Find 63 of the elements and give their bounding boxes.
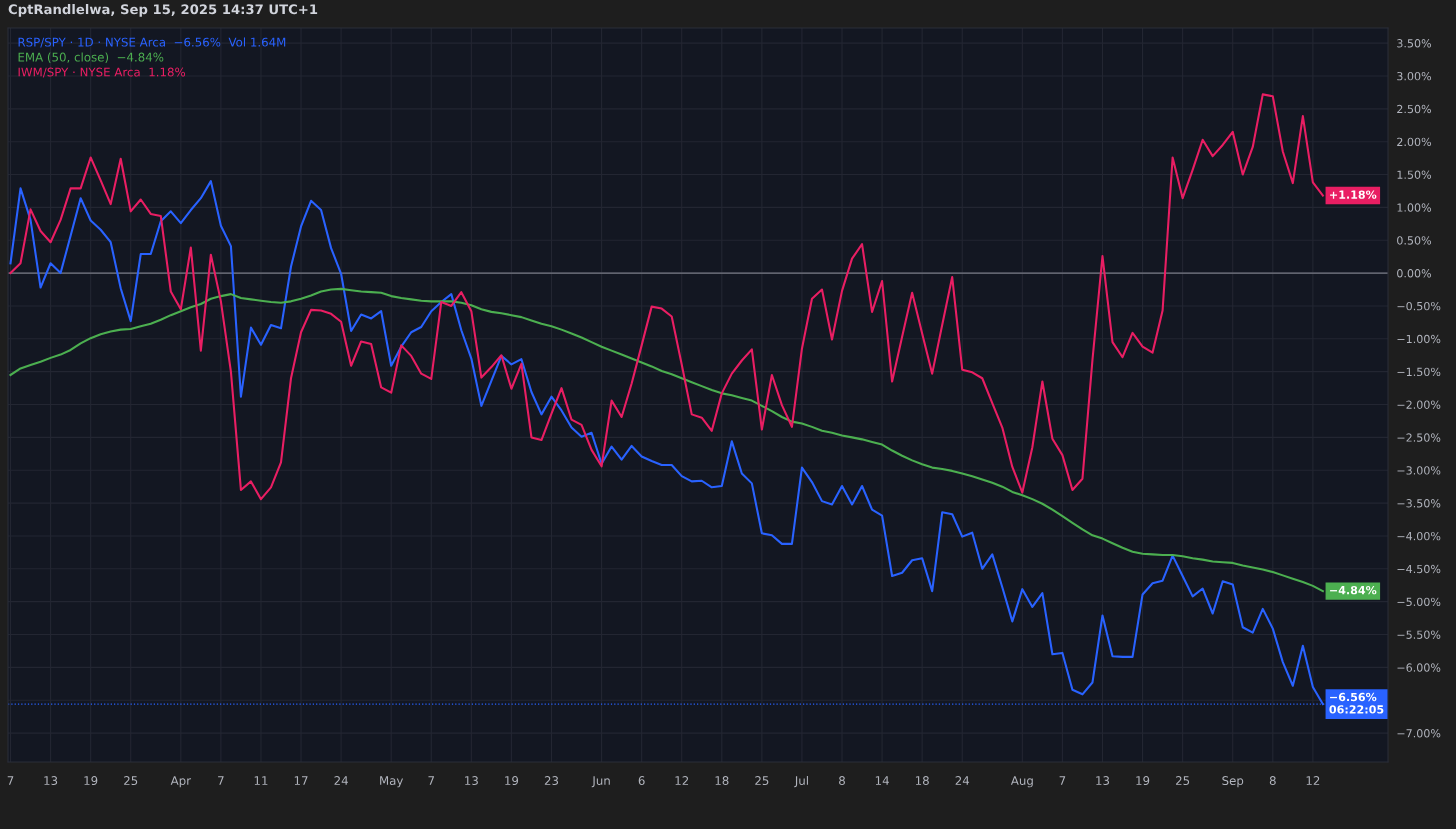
x-tick-label: 7 bbox=[218, 776, 224, 785]
y-tick-label: 3.00% bbox=[1397, 71, 1432, 81]
x-tick-label: Apr bbox=[170, 776, 192, 788]
data-label: +1.18% bbox=[1330, 190, 1377, 199]
y-tick-label: −3.00% bbox=[1397, 466, 1441, 475]
line-series bbox=[9, 93, 1324, 501]
y-tick-label: −6.00% bbox=[1397, 663, 1441, 672]
y-tick-label: 3.50% bbox=[1397, 39, 1432, 48]
x-tick-label: May bbox=[380, 776, 404, 788]
x-tick-label: 24 bbox=[955, 776, 970, 785]
x-tick-label: 11 bbox=[254, 776, 268, 785]
x-tick-label: Sep bbox=[1222, 776, 1244, 788]
x-tick-label: 19 bbox=[84, 776, 98, 786]
x-tick-label: Aug bbox=[1010, 776, 1033, 788]
y-tick-label: 0.50% bbox=[1397, 236, 1432, 245]
line-series bbox=[9, 180, 1324, 706]
y-tick-label: −0.50% bbox=[1397, 301, 1441, 311]
x-tick-label: 24 bbox=[334, 776, 348, 785]
x-tick-label: 7 bbox=[7, 776, 14, 785]
x-tick-label: 18 bbox=[715, 776, 729, 786]
x-tick-label: 13 bbox=[465, 776, 478, 786]
x-tick-label: Jul bbox=[794, 775, 808, 788]
x-tick-label: 25 bbox=[755, 776, 769, 786]
y-tick-label: −2.50% bbox=[1397, 433, 1441, 442]
x-tick-label: 19 bbox=[505, 776, 519, 786]
y-tick-label: −2.00% bbox=[1397, 400, 1441, 409]
y-tick-label: 1.50% bbox=[1397, 170, 1432, 179]
x-tick-label: 13 bbox=[44, 776, 58, 786]
chart-title: CptRandlelwa, Sep 15, 2025 14:37 UTC+1 bbox=[8, 4, 318, 17]
x-tick-label: 7 bbox=[428, 776, 435, 785]
y-tick-label: 2.50% bbox=[1397, 104, 1432, 114]
y-tick-label: −7.00% bbox=[1397, 729, 1441, 738]
x-tick-label: 7 bbox=[1059, 776, 1066, 785]
x-tick-label: 13 bbox=[1096, 776, 1110, 786]
y-tick-label: −4.50% bbox=[1397, 564, 1441, 574]
text: IWM/SPY · NYSE Arca 1.18% bbox=[18, 67, 186, 78]
y-tick-label: 2.00% bbox=[1397, 137, 1432, 147]
x-tick-label: 6 bbox=[638, 776, 645, 786]
data-label: −4.84% bbox=[1330, 585, 1377, 595]
y-tick-label: −5.50% bbox=[1397, 630, 1441, 639]
y-tick-label: −3.50% bbox=[1397, 499, 1441, 508]
x-tick-label: 8 bbox=[839, 776, 845, 786]
x-tick-label: 14 bbox=[875, 776, 889, 785]
y-tick-label: 0.00% bbox=[1397, 269, 1432, 278]
x-tick-label: 25 bbox=[124, 776, 138, 786]
text: EMA (50, close) −4.84% bbox=[18, 52, 164, 63]
x-tick-label: 25 bbox=[1175, 776, 1190, 786]
data-label: −6.56% 06:22:05 bbox=[1329, 692, 1384, 714]
x-tick-label: 12 bbox=[1306, 776, 1320, 785]
x-tick-label: 8 bbox=[1269, 776, 1276, 786]
y-tick-label: −5.00% bbox=[1397, 597, 1441, 607]
y-tick-label: −1.00% bbox=[1397, 334, 1441, 344]
x-tick-label: 19 bbox=[1136, 776, 1150, 786]
y-tick-label: −4.00% bbox=[1397, 531, 1441, 541]
y-tick-label: −1.50% bbox=[1397, 367, 1441, 377]
line-series bbox=[9, 287, 1324, 593]
x-tick-label: 17 bbox=[294, 776, 308, 785]
x-tick-label: 12 bbox=[675, 776, 689, 785]
text: RSP/SPY · 1D · NYSE Arca −6.56% Vol 1.64M bbox=[18, 37, 286, 48]
x-tick-label: 23 bbox=[544, 776, 559, 786]
y-tick-label: 1.00% bbox=[1397, 203, 1432, 212]
x-tick-label: Jun bbox=[591, 776, 610, 788]
x-tick-label: 18 bbox=[915, 776, 929, 786]
